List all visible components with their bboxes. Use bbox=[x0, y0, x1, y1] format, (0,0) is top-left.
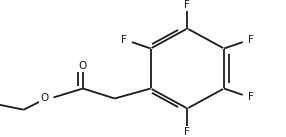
Text: F: F bbox=[248, 92, 253, 102]
Text: F: F bbox=[184, 127, 190, 137]
Text: O: O bbox=[79, 61, 87, 71]
Text: F: F bbox=[184, 0, 190, 10]
Text: O: O bbox=[40, 93, 48, 103]
Text: F: F bbox=[248, 35, 253, 45]
Text: F: F bbox=[121, 35, 127, 45]
